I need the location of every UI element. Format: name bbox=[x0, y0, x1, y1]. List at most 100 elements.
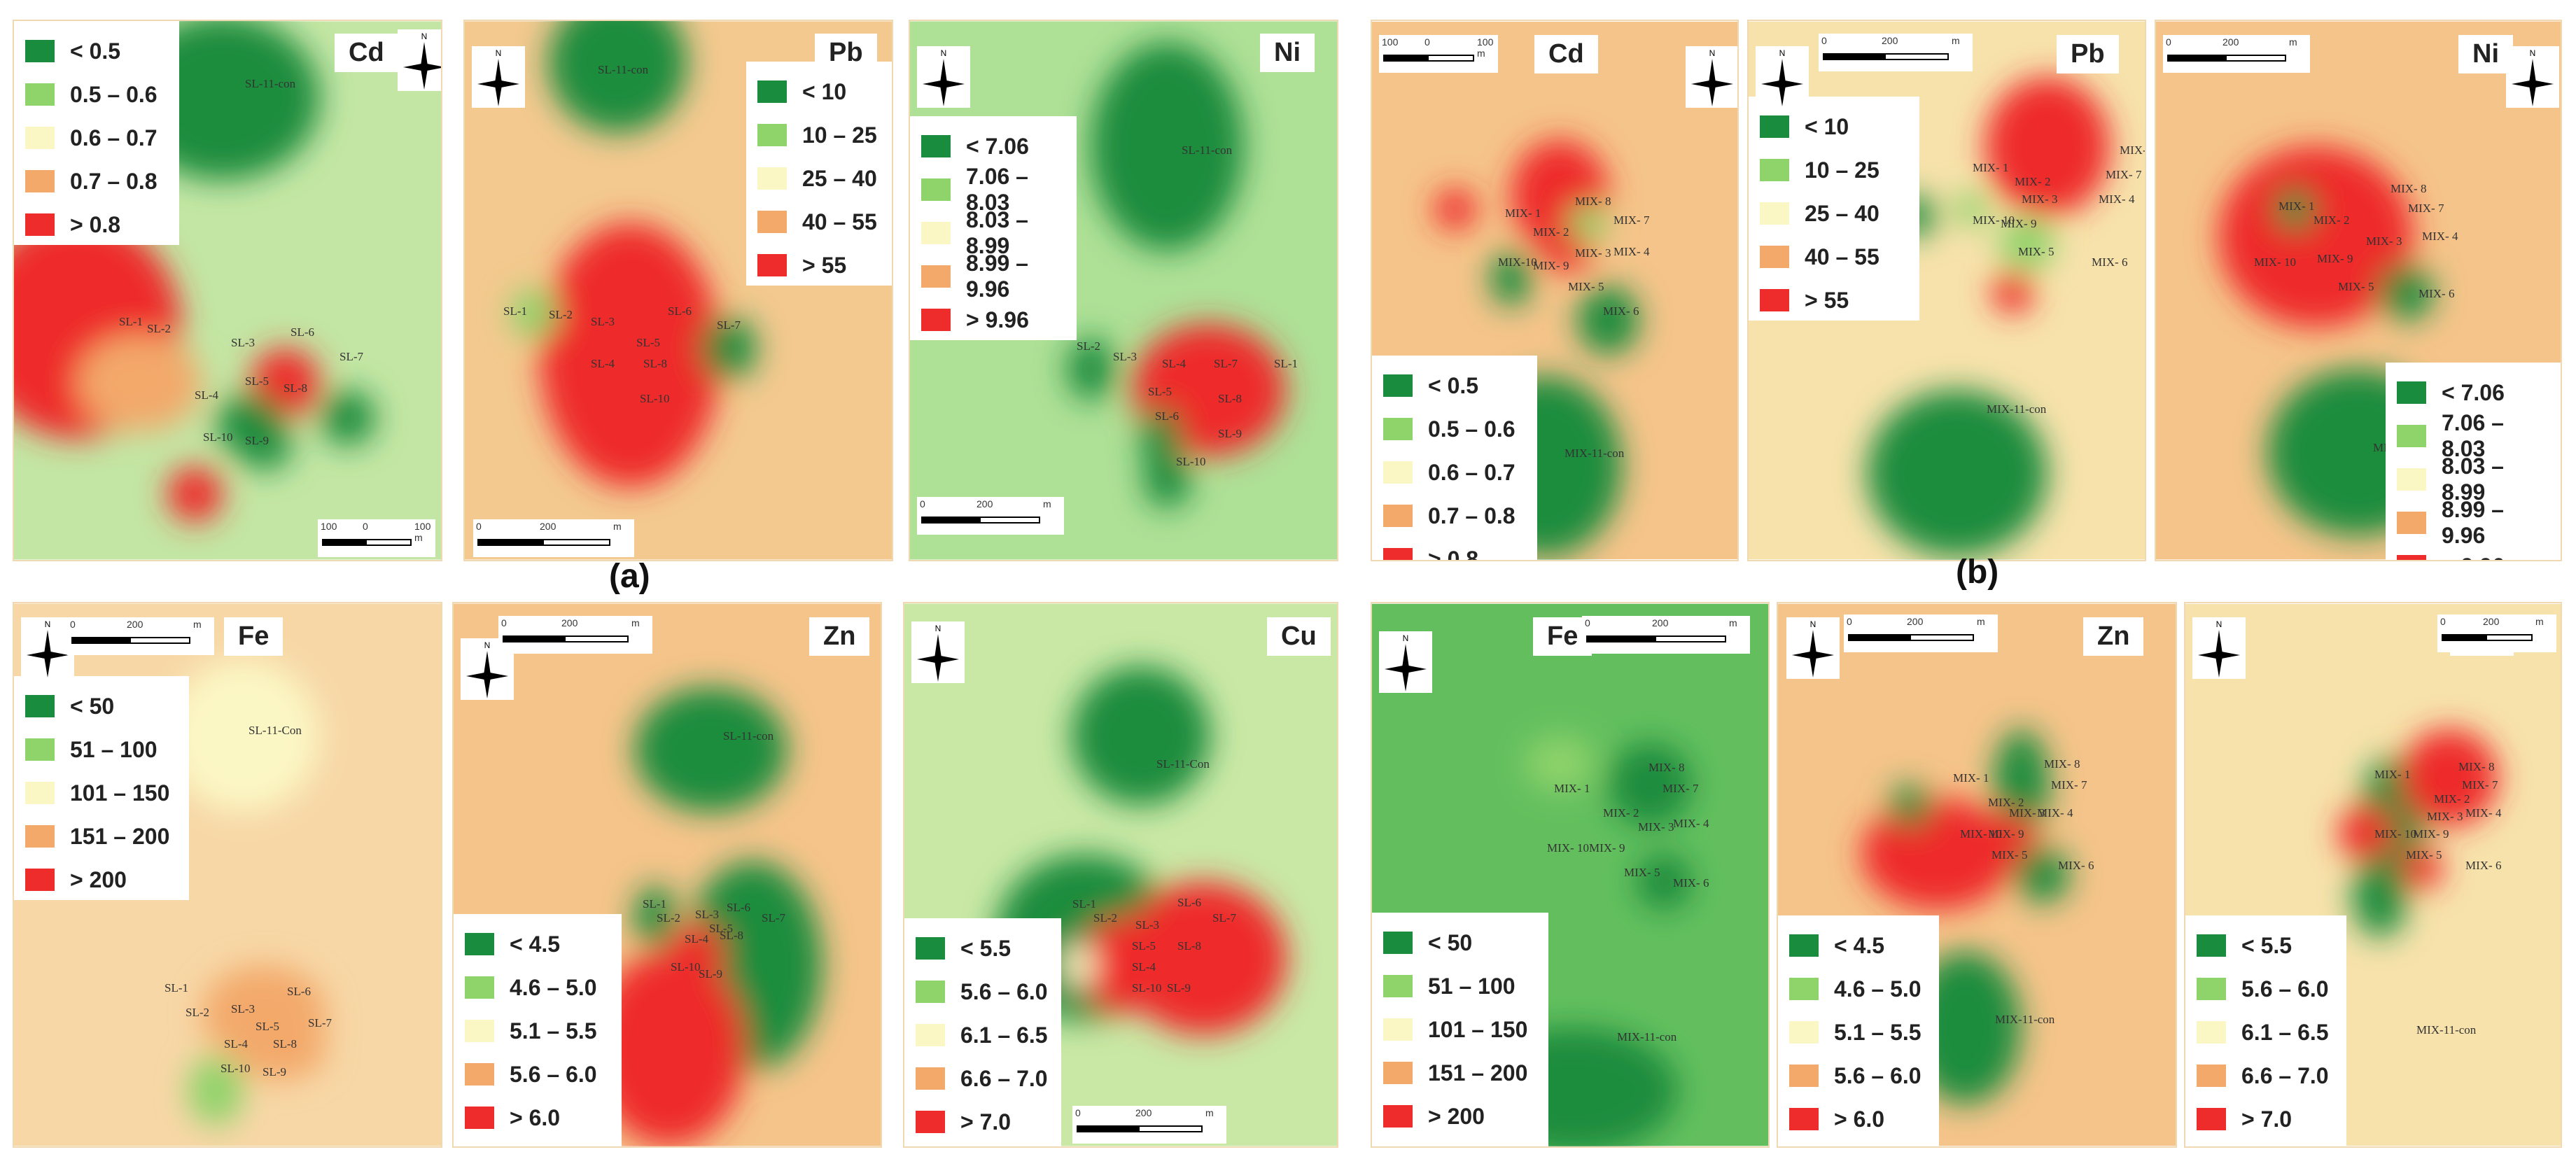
concentration-zone bbox=[1984, 77, 2110, 216]
legend-range: 25 – 40 bbox=[802, 165, 877, 191]
north-arrow-icon: N bbox=[472, 46, 525, 108]
site-label: MIX- 10 bbox=[2374, 827, 2416, 841]
scale-bar-graphic bbox=[503, 635, 629, 642]
legend-entry: 101 – 150 bbox=[1383, 1008, 1537, 1051]
site-label: MIX- 4 bbox=[1614, 245, 1650, 258]
site-label: MIX- 2 bbox=[1603, 806, 1639, 820]
scale-bar-graphic bbox=[1077, 1125, 1203, 1132]
scale-tick-label: 200 bbox=[1652, 617, 1669, 628]
site-label: SL-8 bbox=[284, 381, 307, 395]
site-label: SL-1 bbox=[643, 897, 666, 911]
site-label: MIX-11-con bbox=[1995, 1013, 2055, 1026]
site-label: MIX- 8 bbox=[2044, 757, 2080, 771]
legend-swatch bbox=[921, 309, 951, 331]
site-label: SL-10 bbox=[220, 1062, 251, 1075]
scale-tick-label: m bbox=[1952, 35, 1960, 46]
site-label: SL-3 bbox=[1135, 918, 1159, 932]
site-label: MIX- 6 bbox=[1673, 876, 1709, 890]
legend-range: 25 – 40 bbox=[1805, 200, 1879, 226]
site-label: SL-3 bbox=[231, 1002, 255, 1016]
legend-entry: 6.6 – 7.0 bbox=[2197, 1054, 2335, 1097]
site-label: SL-7 bbox=[762, 911, 785, 925]
legend-range: > 200 bbox=[1428, 1103, 1485, 1129]
legend-swatch bbox=[916, 1067, 945, 1090]
site-label: MIX- 5 bbox=[2338, 280, 2374, 293]
legend-entry: 5.6 – 6.0 bbox=[1789, 1054, 1928, 1097]
legend-entry: > 0.8 bbox=[1383, 538, 1526, 560]
legend-swatch bbox=[1383, 461, 1413, 484]
site-label: MIX- 9 bbox=[2413, 827, 2449, 841]
scale-bar-graphic bbox=[1383, 55, 1474, 62]
concentration-zone bbox=[1071, 666, 1211, 806]
north-arrow-icon: N bbox=[917, 46, 970, 108]
site-label: SL-11-Con bbox=[248, 724, 302, 737]
legend-range: < 10 bbox=[802, 78, 847, 104]
map-panel-a-zn: SL-11-con SL-1 SL-2 SL-3 SL-6 SL-5 SL-7 SL-4 SL-… bbox=[452, 602, 882, 1148]
concentration-zone bbox=[76, 334, 202, 432]
scale-bar-graphic bbox=[322, 539, 412, 546]
legend-cd: < 0.5 0.5 – 0.6 0.6 – 0.7 0.7 – 0.8 > 0.8 bbox=[1372, 356, 1537, 560]
concentration-zone bbox=[1636, 854, 1692, 910]
site-label: MIX- 8 bbox=[1575, 195, 1611, 208]
site-label: MIX- 10 bbox=[1547, 841, 1589, 855]
scale-tick-label: 200 bbox=[1135, 1107, 1152, 1118]
legend-entry: 0.5 – 0.6 bbox=[1383, 407, 1526, 451]
concentration-zone bbox=[236, 421, 293, 470]
concentration-zone bbox=[1953, 191, 1989, 227]
legend-entry: > 0.8 bbox=[25, 203, 168, 246]
site-label: SL-3 bbox=[1113, 350, 1137, 363]
legend-range: 7.06 – 8.03 bbox=[966, 164, 1028, 215]
legend-range: 5.6 – 6.0 bbox=[2241, 976, 2329, 1002]
legend-entry: 51 – 100 bbox=[25, 728, 178, 771]
site-label: SL-7 bbox=[340, 350, 363, 363]
legend-swatch bbox=[2397, 381, 2426, 404]
legend-swatch bbox=[2397, 425, 2426, 447]
concentration-zone bbox=[2338, 805, 2394, 862]
legend-range: 6.1 – 6.5 bbox=[2241, 1019, 2329, 1045]
scale-tick-label: 200 bbox=[127, 619, 144, 630]
site-label: SL-5 bbox=[255, 1020, 279, 1033]
site-label: MIX- 7 bbox=[2408, 202, 2444, 215]
scale-tick-label: 200 bbox=[2222, 36, 2239, 48]
legend-entry: < 0.5 bbox=[25, 29, 168, 73]
legend-swatch bbox=[1383, 418, 1413, 440]
concentration-zone bbox=[2400, 729, 2498, 827]
north-arrow-icon: N bbox=[1379, 631, 1432, 693]
legend-swatch bbox=[1383, 548, 1413, 560]
concentration-zone bbox=[229, 1017, 328, 1081]
legend-range: 5.1 – 5.5 bbox=[510, 1018, 597, 1044]
concentration-zone bbox=[1567, 203, 1607, 243]
legend-entry: < 5.5 bbox=[916, 927, 1050, 970]
legend-swatch bbox=[916, 937, 945, 960]
concentration-zone bbox=[1082, 916, 1158, 1014]
legend-entry: 7.06 – 8.03 bbox=[2397, 410, 2552, 461]
map-panel-b-zn: MIX- 8 MIX- 1 MIX- 7 MIX- 2 MIX- 3 MIX- 4 MIX-… bbox=[1777, 602, 2177, 1148]
legend-range: > 6.0 bbox=[1834, 1106, 1885, 1132]
legend-swatch bbox=[465, 933, 494, 955]
site-label: MIX- 8 bbox=[2390, 182, 2427, 195]
legend-range: > 7.0 bbox=[2241, 1106, 2292, 1132]
concentration-zone bbox=[1525, 736, 1595, 792]
scale-tick-label: m bbox=[193, 619, 202, 630]
legend-entry: < 7.06 bbox=[2397, 371, 2552, 414]
legend-range: 5.6 – 6.0 bbox=[960, 978, 1048, 1004]
north-arrow-icon: N bbox=[2192, 617, 2246, 679]
legend-swatch bbox=[1383, 1018, 1413, 1041]
site-label: SL-2 bbox=[1093, 911, 1117, 925]
site-label: SL-1 bbox=[1072, 897, 1096, 911]
site-label: SL-5 bbox=[709, 922, 733, 935]
scale-tick-label: m bbox=[2289, 36, 2297, 48]
site-label: MIX- 1 bbox=[2374, 768, 2411, 781]
concentration-zone bbox=[510, 289, 559, 338]
legend-entry: < 4.5 bbox=[465, 922, 610, 966]
map-panel-a-ni: SL-11-con SL-2 SL-3 SL-4 SL-7 SL-1 SL-5 SL-8 SL-… bbox=[909, 20, 1338, 561]
site-label: MIX- 5 bbox=[2406, 848, 2442, 862]
site-label: SL-4 bbox=[1162, 357, 1186, 370]
site-label: MIX- 1 bbox=[1973, 161, 2009, 174]
north-label: N bbox=[484, 640, 491, 650]
legend-range: 8.03 – 8.99 bbox=[2442, 454, 2504, 505]
legend-range: 0.7 – 0.8 bbox=[70, 168, 158, 194]
site-label: SL-1 bbox=[119, 315, 143, 328]
north-label: N bbox=[2216, 619, 2222, 629]
concentration-zone bbox=[1066, 337, 1116, 400]
